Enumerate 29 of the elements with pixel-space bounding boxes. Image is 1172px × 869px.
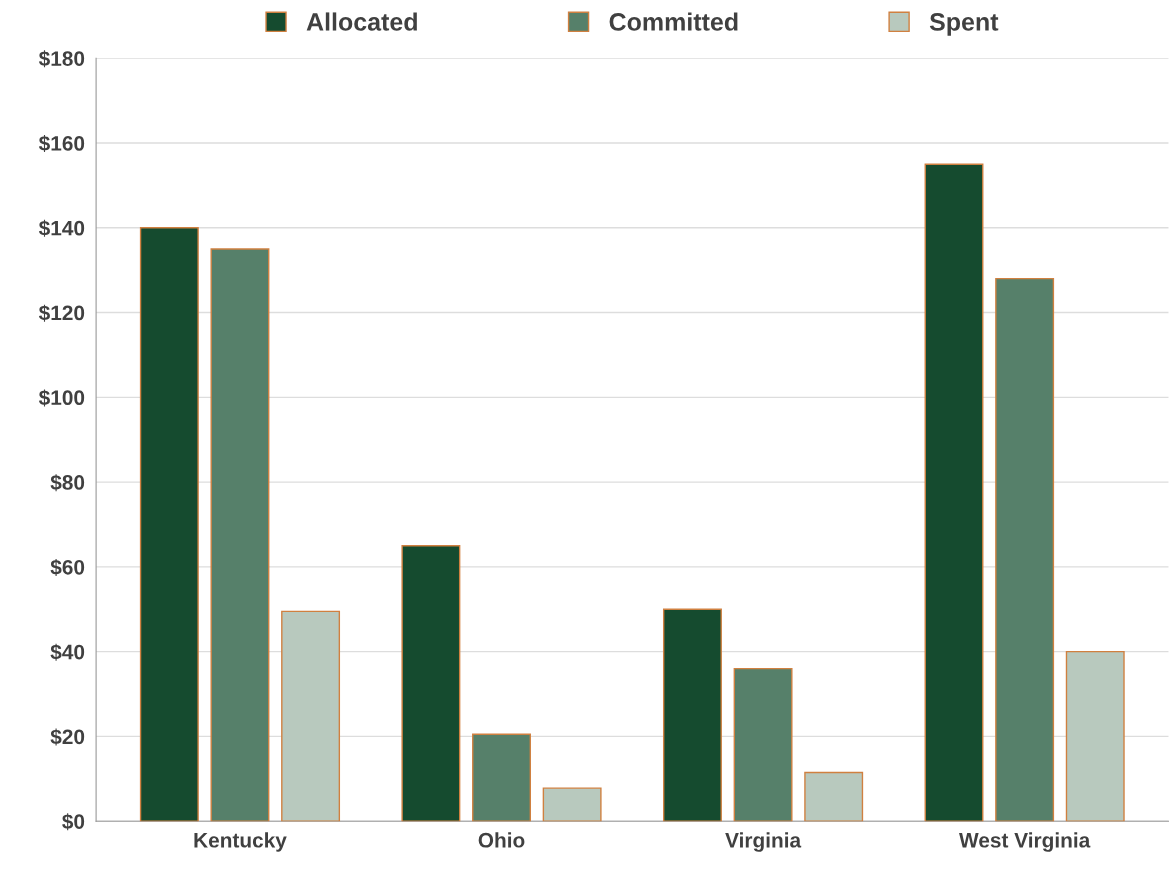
bar bbox=[472, 733, 531, 822]
bar bbox=[1065, 650, 1125, 822]
y-tick-label: $20 bbox=[50, 728, 85, 746]
legend-label: Committed bbox=[609, 12, 738, 31]
x-tick-label: Ohio bbox=[478, 832, 525, 848]
y-tick-label: $100 bbox=[38, 389, 85, 407]
bar bbox=[542, 787, 602, 822]
bar bbox=[995, 277, 1055, 822]
y-tick-label: $180 bbox=[38, 50, 85, 68]
x-tick-label: West Virginia bbox=[959, 832, 1091, 852]
bar bbox=[139, 227, 199, 822]
bar bbox=[662, 608, 722, 822]
y-tick-label: $60 bbox=[50, 558, 85, 576]
y-tick-label: $0 bbox=[62, 813, 85, 831]
bar bbox=[733, 667, 793, 822]
bar bbox=[401, 544, 461, 822]
bar bbox=[281, 610, 341, 822]
y-tick-label: $140 bbox=[38, 219, 85, 237]
y-tick-label: $160 bbox=[38, 135, 85, 153]
x-tick-label: Virginia bbox=[725, 832, 802, 852]
bar bbox=[924, 163, 984, 822]
y-tick-label: $120 bbox=[38, 304, 85, 322]
x-tick-label: Kentucky bbox=[194, 832, 287, 852]
bar bbox=[804, 771, 864, 822]
y-tick-label: $80 bbox=[50, 474, 85, 492]
y-tick-label: $40 bbox=[50, 643, 85, 661]
bar bbox=[210, 248, 270, 822]
legend-label: Spent bbox=[929, 13, 999, 36]
legend-label: Allocated bbox=[306, 12, 417, 31]
